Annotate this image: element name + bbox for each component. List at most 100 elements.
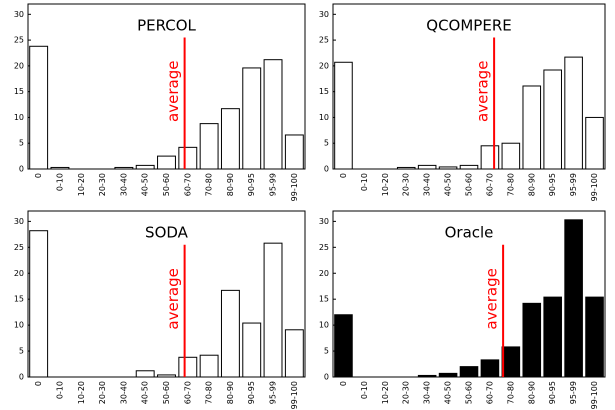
x-tick-label: 70-80 <box>205 173 214 196</box>
bar <box>242 67 262 170</box>
x-tick-label: 95-99 <box>569 173 578 196</box>
x-tick-label: 70-80 <box>506 381 515 404</box>
x-tick-label: 70-80 <box>506 173 515 196</box>
x-tick-label: 10-20 <box>381 173 390 196</box>
x-tick-label: 60-70 <box>183 381 192 404</box>
bar <box>459 366 479 378</box>
y-tick-label: 5 <box>19 139 24 148</box>
y-tick-label: 0 <box>324 165 329 174</box>
y-tick-label: 15 <box>14 295 24 304</box>
x-tick-label: 0-10 <box>360 173 369 191</box>
bar <box>220 108 240 170</box>
bar <box>135 370 155 378</box>
x-tick-label: 50-60 <box>162 173 171 196</box>
bar <box>417 164 437 170</box>
x-tick-label: 10-20 <box>77 173 86 196</box>
bar <box>480 359 500 378</box>
bar <box>501 346 521 378</box>
y-tick-label: 10 <box>14 113 24 122</box>
y-tick-label: 25 <box>319 243 329 252</box>
y-tick-label: 10 <box>319 113 329 122</box>
x-tick-label: 30-40 <box>119 173 128 196</box>
bar <box>178 356 198 378</box>
bar <box>522 302 542 378</box>
y-tick-label: 20 <box>319 61 329 70</box>
y-tick-label: 15 <box>319 87 329 96</box>
bar <box>29 230 49 378</box>
y-tick-label: 20 <box>14 269 24 278</box>
y-tick-label: 25 <box>319 36 329 45</box>
y-tick-label: 15 <box>319 295 329 304</box>
bar <box>334 314 353 378</box>
x-tick-label: 99-100 <box>290 173 299 201</box>
y-tick-label: 5 <box>324 139 329 148</box>
bar <box>220 289 240 378</box>
x-tick-label: 30-40 <box>423 173 432 196</box>
bar <box>199 123 219 170</box>
x-tick-label: 0-10 <box>360 381 369 399</box>
bar <box>284 134 304 170</box>
x-tick-label: 0 <box>34 173 43 178</box>
x-tick-label: 20-30 <box>402 173 411 196</box>
x-tick-label: 50-60 <box>465 381 474 404</box>
x-tick-label: 40-50 <box>141 381 150 404</box>
panel-title: SODA <box>145 224 189 242</box>
panel: 0 5 10 15 20 25 30 0 0-10 10-20 20-30 30-40 40-50 50-… <box>14 210 306 409</box>
bar <box>480 145 500 170</box>
average-label: average <box>474 61 492 122</box>
x-tick-label: 20-30 <box>402 381 411 404</box>
x-tick-label: 95-99 <box>569 381 578 404</box>
x-tick-label: 0-10 <box>55 381 64 399</box>
bar <box>459 164 479 170</box>
bar <box>438 372 458 378</box>
x-tick-label: 90-95 <box>548 173 557 196</box>
average-label: average <box>483 268 501 329</box>
x-tick-label: 99-100 <box>590 173 599 201</box>
y-tick-label: 25 <box>14 243 24 252</box>
x-tick-label: 60-70 <box>183 173 192 196</box>
bar <box>564 56 583 170</box>
average-label: average <box>164 268 182 329</box>
y-tick-label: 30 <box>14 217 24 226</box>
x-tick-label: 80-90 <box>226 173 235 196</box>
panel: 0 5 10 15 20 25 30 0 0-10 10-20 20-30 30-40 40-50 50-… <box>319 3 606 201</box>
x-tick-label: 0-10 <box>55 173 64 191</box>
x-tick-label: 60-70 <box>485 173 494 196</box>
bar <box>334 61 353 170</box>
x-tick-label: 50-60 <box>162 381 171 404</box>
x-tick-label: 90-95 <box>247 381 256 404</box>
y-tick-label: 5 <box>324 347 329 356</box>
bar <box>199 354 219 378</box>
x-tick-label: 90-95 <box>247 173 256 196</box>
x-tick-label: 60-70 <box>485 381 494 404</box>
x-tick-label: 20-30 <box>98 381 107 404</box>
bar <box>564 219 583 378</box>
average-label: average <box>164 61 182 122</box>
panel-title: PERCOL <box>137 17 196 35</box>
bar <box>157 155 176 170</box>
panel-title: Oracle <box>445 224 494 242</box>
x-tick-label: 95-99 <box>269 173 278 196</box>
x-tick-label: 30-40 <box>423 381 432 404</box>
y-tick-label: 10 <box>14 321 24 330</box>
x-tick-label: 50-60 <box>465 173 474 196</box>
axes-frame <box>27 3 306 170</box>
y-tick-label: 30 <box>319 10 329 19</box>
x-tick-label: 95-99 <box>269 381 278 404</box>
bar <box>263 242 283 378</box>
x-tick-label: 0 <box>339 381 348 386</box>
panel: 0 5 10 15 20 25 30 0 0-10 10-20 20-30 30-40 40-50 50-… <box>14 3 306 201</box>
y-tick-label: 0 <box>19 373 24 382</box>
bar <box>501 142 521 170</box>
y-tick-label: 0 <box>324 373 329 382</box>
panel: 0 5 10 15 20 25 30 0 0-10 10-20 20-30 30-40 40-50 50-… <box>319 210 606 409</box>
y-tick-label: 0 <box>19 165 24 174</box>
bar <box>522 85 542 170</box>
bar <box>543 296 562 378</box>
axes-frame <box>332 3 606 170</box>
axes-frame <box>332 210 606 378</box>
x-tick-label: 80-90 <box>527 381 536 404</box>
y-tick-label: 10 <box>319 321 329 330</box>
x-tick-label: 99-100 <box>590 381 599 409</box>
y-tick-label: 30 <box>14 10 24 19</box>
